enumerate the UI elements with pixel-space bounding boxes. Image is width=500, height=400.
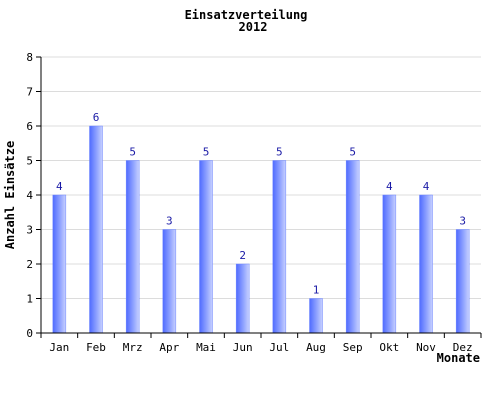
bar-mai [199, 160, 213, 334]
x-tick-label: Apr [159, 341, 179, 354]
x-ticks: Jan Feb Mrz Apr Mai Jun Jul Aug Sep Okt Nov Dez [40, 333, 482, 354]
data-label: 5 [349, 146, 356, 159]
y-tick-label: 8 [26, 51, 33, 64]
y-ticks: 0 1 2 3 4 5 6 7 8 [26, 51, 41, 340]
x-tick-label: Aug [306, 341, 326, 354]
y-tick-label: 1 [26, 293, 33, 306]
bar-jan [52, 194, 67, 334]
data-label: 4 [56, 180, 63, 193]
bar-jun [235, 263, 250, 334]
bar-nov [419, 194, 433, 334]
gridlines [41, 56, 481, 299]
bar-sep [345, 160, 360, 334]
data-label: 4 [423, 180, 430, 193]
bar-jul [272, 160, 287, 334]
x-tick-label: Feb [86, 341, 106, 354]
bar-feb [89, 125, 103, 334]
x-tick-label: Jul [269, 341, 289, 354]
bar-okt [382, 194, 397, 334]
x-tick-label: Jan [49, 341, 69, 354]
x-tick-label: Dez [453, 341, 473, 354]
chart-subtitle: 2012 [239, 20, 268, 34]
y-axis-label: Anzahl Einsätze [3, 141, 17, 249]
data-label: 5 [203, 146, 210, 159]
y-tick-label: 3 [26, 224, 33, 237]
data-label: 4 [386, 180, 393, 193]
x-tick-label: Jun [233, 341, 253, 354]
chart-title: Einsatzverteilung [185, 8, 308, 22]
x-tick-label: Mai [196, 341, 216, 354]
data-label: 6 [93, 111, 100, 124]
data-label: 5 [276, 146, 283, 159]
x-tick-label: Nov [416, 341, 436, 354]
bar-dez [455, 229, 470, 334]
y-tick-label: 2 [26, 258, 33, 271]
x-tick-label: Okt [379, 341, 399, 354]
y-tick-label: 6 [26, 120, 33, 133]
data-label: 2 [239, 249, 246, 262]
x-tick-label: Mrz [123, 341, 143, 354]
data-label: 5 [129, 146, 136, 159]
bar-mrz [125, 160, 140, 334]
bar-apr [162, 229, 177, 334]
x-tick-label: Sep [343, 341, 363, 354]
y-tick-label: 4 [26, 189, 33, 202]
x-axis-label: Monate [437, 351, 480, 365]
data-label: 1 [313, 284, 320, 297]
data-label: 3 [459, 215, 466, 228]
y-tick-label: 7 [26, 86, 33, 99]
bars [52, 125, 470, 334]
y-tick-label: 5 [26, 155, 33, 168]
data-label: 3 [166, 215, 173, 228]
bar-aug [309, 298, 323, 334]
data-labels: 4 6 5 3 5 2 5 1 5 4 4 3 [56, 111, 466, 297]
y-tick-label: 0 [26, 327, 33, 340]
